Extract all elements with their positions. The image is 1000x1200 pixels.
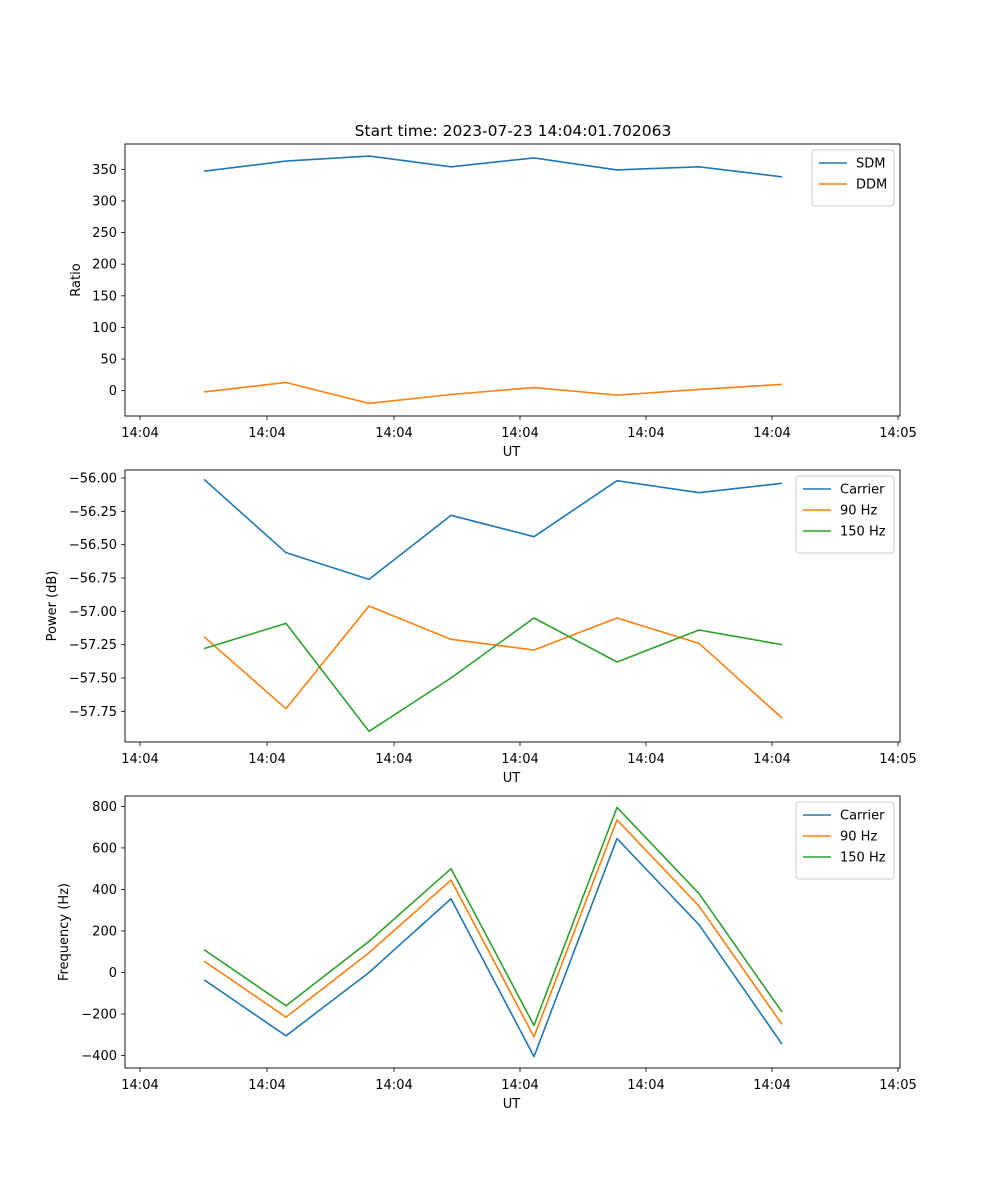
x-tick-label: 14:05 <box>879 426 916 441</box>
series-line-carrier <box>203 837 783 1058</box>
y-tick-label: 400 <box>92 883 117 898</box>
x-tick-label: 14:04 <box>753 426 790 441</box>
x-tick-label: 14:04 <box>627 426 664 441</box>
x-tick-label: 14:04 <box>753 1078 790 1093</box>
y-tick-label: 350 <box>92 163 117 178</box>
x-axis-label: UT <box>503 445 521 460</box>
legend-box <box>811 149 895 207</box>
y-tick-label: 100 <box>92 321 117 336</box>
x-tick-label: 14:04 <box>375 1078 412 1093</box>
x-tick-label: 14:04 <box>121 752 158 767</box>
x-tick-label: 14:04 <box>501 1078 538 1093</box>
series-line-90-hz <box>203 819 783 1038</box>
y-axis-label: Frequency (Hz) <box>57 883 72 981</box>
y-tick-label: 600 <box>92 841 117 856</box>
legend-label: Carrier <box>840 809 885 824</box>
y-tick-label: −57.00 <box>69 605 117 620</box>
y-tick-label: 800 <box>92 800 117 815</box>
series-line-ddm <box>203 381 783 405</box>
x-tick-label: 14:04 <box>501 752 538 767</box>
legend-label: DDM <box>856 178 887 193</box>
x-axis-label: UT <box>503 1097 521 1112</box>
series-line-150-hz <box>203 806 783 1027</box>
series-line-150-hz <box>203 617 783 733</box>
x-tick-label: 14:05 <box>879 1078 916 1093</box>
x-tick-label: 14:04 <box>248 426 285 441</box>
chart-panel-1: 14:04 14:04 14:04 14:04 14:04 14:04 14:05 0 50 10… <box>69 143 917 460</box>
x-tick-label: 14:04 <box>627 1078 664 1093</box>
x-tick-label: 14:04 <box>248 752 285 767</box>
y-axis-label: Ratio <box>69 263 84 296</box>
legend-label: SDM <box>856 157 885 172</box>
x-tick-label: 14:04 <box>121 1078 158 1093</box>
figure-title: Start time: 2023-07-23 14:04:01.702063 <box>355 122 672 140</box>
x-tick-label: 14:05 <box>879 752 916 767</box>
series-line-carrier <box>203 478 783 581</box>
x-tick-label: 14:04 <box>375 426 412 441</box>
y-tick-label: −56.50 <box>69 538 117 553</box>
x-tick-label: 14:04 <box>627 752 664 767</box>
x-tick-label: 14:04 <box>501 426 538 441</box>
legend-label: 90 Hz <box>840 504 877 519</box>
legend-box <box>795 801 895 880</box>
x-tick-label: 14:04 <box>375 752 412 767</box>
axes-frame <box>124 795 901 1069</box>
y-tick-label: 0 <box>109 384 117 399</box>
y-tick-label: 200 <box>92 924 117 939</box>
series-line-sdm <box>203 155 783 178</box>
axes-frame <box>124 143 901 417</box>
series-line-90-hz <box>203 605 783 719</box>
y-tick-label: 0 <box>109 966 117 981</box>
legend-label: 150 Hz <box>840 851 886 866</box>
y-axis-label: Power (dB) <box>45 571 60 642</box>
y-tick-label: 250 <box>92 226 117 241</box>
chart-panel-3: 14:04 14:04 14:04 14:04 14:04 14:04 14:05 −400 −… <box>57 795 917 1112</box>
chart-panel-2: 14:04 14:04 14:04 14:04 14:04 14:04 14:05 −57.7… <box>45 469 917 786</box>
x-tick-label: 14:04 <box>121 426 158 441</box>
y-tick-label: −57.75 <box>69 705 117 720</box>
y-tick-label: −200 <box>81 1008 117 1023</box>
y-tick-label: −57.50 <box>69 672 117 687</box>
y-tick-label: −57.25 <box>69 638 117 653</box>
x-tick-label: 14:04 <box>753 752 790 767</box>
legend-label: Carrier <box>840 483 885 498</box>
x-tick-label: 14:04 <box>248 1078 285 1093</box>
legend-label: 90 Hz <box>840 830 877 845</box>
axes-frame <box>124 469 901 743</box>
y-tick-label: −56.00 <box>69 472 117 487</box>
y-tick-label: −56.25 <box>69 505 117 520</box>
y-tick-label: 50 <box>100 353 117 368</box>
y-tick-label: 300 <box>92 194 117 209</box>
y-tick-label: 150 <box>92 289 117 304</box>
y-tick-label: 200 <box>92 258 117 273</box>
x-axis-label: UT <box>503 771 521 786</box>
y-tick-label: −400 <box>81 1049 117 1064</box>
legend-box <box>795 475 895 554</box>
legend-label: 150 Hz <box>840 525 886 540</box>
y-tick-label: −56.75 <box>69 572 117 587</box>
